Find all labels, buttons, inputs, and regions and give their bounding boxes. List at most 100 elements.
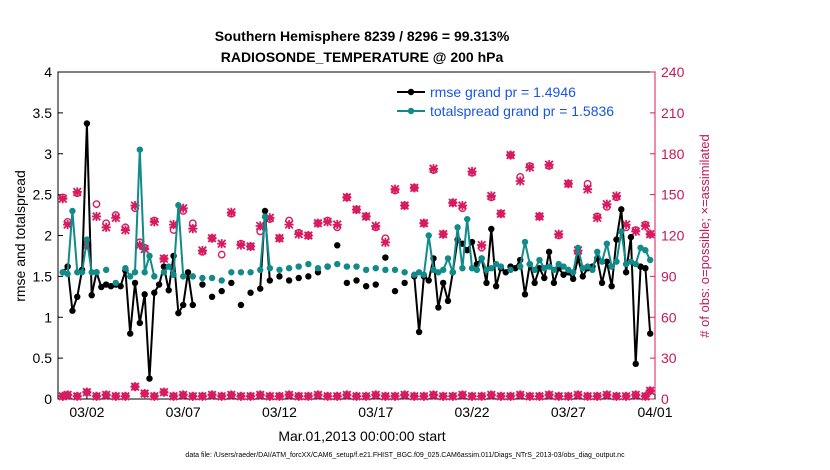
totalspread-point: [305, 260, 312, 268]
totalspread-point: [247, 269, 254, 276]
totalspread-point: [189, 273, 197, 280]
obs-assimilated-marker: [457, 390, 467, 400]
rmse-point: [131, 279, 139, 287]
y-tick-label-left: 2: [44, 228, 52, 244]
rmse-point: [521, 291, 529, 298]
obs-assimilated-marker: [207, 233, 217, 243]
y-tick-label-right: 210: [661, 105, 685, 121]
obs-assimilated-marker: [611, 391, 622, 401]
obs-assimilated-marker: [72, 391, 82, 401]
obs-assimilated-marker: [554, 391, 564, 401]
totalspread-point: [353, 263, 360, 270]
rmse-point: [560, 271, 567, 278]
rmse-point: [83, 120, 91, 127]
y-tick-label-right: 30: [661, 350, 677, 366]
rmse-point: [334, 242, 341, 249]
obs-assimilated-marker: [63, 390, 73, 400]
totalspread-point: [521, 238, 529, 246]
obs-assimilated-marker: [294, 229, 304, 239]
obs-assimilated-marker: [400, 390, 410, 400]
obs-assimilated-marker: [583, 184, 593, 194]
rmse-point: [276, 273, 283, 280]
totalspread-point: [584, 263, 591, 270]
obs-assimilated-marker: [197, 245, 207, 256]
obs-assimilated-marker: [342, 390, 352, 400]
obs-assimilated-marker: [120, 391, 130, 401]
obs-assimilated-marker: [265, 213, 275, 223]
rmse-point: [488, 225, 495, 233]
obs-assimilated-marker: [448, 391, 458, 401]
x-tick-label: 03/17: [358, 404, 393, 420]
obs-assimilated-marker: [188, 224, 198, 234]
totalspread-point: [136, 146, 144, 153]
rmse-point: [285, 277, 293, 284]
totalspread-point: [78, 269, 86, 276]
totalspread-point: [574, 244, 582, 251]
obs-assimilated-marker: [496, 209, 506, 219]
obs-assimilated-marker: [645, 386, 655, 396]
obs-assimilated-marker: [63, 220, 73, 230]
plot-area: 0 0.5 1 1.5 2 2.5 3 3.5 4 0 30 60 90 120 150 180 210 240 0…: [33, 64, 685, 420]
totalspread-point: [151, 273, 158, 280]
legend-spread-marker: [407, 107, 415, 115]
y-tick-label-right: 90: [661, 268, 677, 284]
data-file-footnote: data file: /Users/raeder/DAI/ATM_forcXX/…: [185, 452, 625, 459]
rmse-point: [199, 281, 206, 288]
totalspread-point: [473, 266, 481, 274]
obs-assimilated-marker: [274, 233, 285, 243]
totalspread-point: [642, 247, 649, 254]
rmse-point: [627, 233, 635, 241]
rmse-point: [218, 287, 225, 295]
obs-assimilated-marker: [563, 391, 573, 401]
totalspread-point: [632, 260, 639, 268]
totalspread-point: [69, 207, 76, 215]
rmse-point: [642, 265, 649, 272]
totalspread-point: [589, 266, 596, 274]
obs-assimilated-marker: [332, 220, 342, 230]
totalspread-point: [627, 258, 635, 265]
totalspread-point: [228, 269, 235, 276]
rmse-point: [512, 265, 519, 272]
obs-assimilated-marker: [284, 220, 294, 230]
totalspread-point: [536, 256, 543, 264]
obs-assimilated-marker: [294, 391, 304, 401]
obs-assimilated-marker: [506, 391, 516, 401]
obs-assimilated-marker: [178, 203, 188, 213]
rmse-point: [117, 282, 124, 290]
y-tick-label-left: 3.5: [33, 105, 53, 121]
totalspread-point: [425, 232, 432, 239]
obs-assimilated-marker: [255, 390, 265, 400]
totalspread-point: [276, 266, 283, 274]
totalspread-point: [459, 265, 466, 272]
totalspread-point: [594, 248, 601, 256]
rmse-point: [362, 282, 370, 290]
totalspread-point: [131, 269, 139, 276]
obs-assimilated-marker: [621, 391, 631, 401]
obs-assimilated-marker: [149, 391, 159, 401]
y-axis-label-right: # of obs: o=possible; ×=assimilated: [697, 134, 712, 337]
obs-assimilated-marker: [371, 390, 381, 400]
totalspread-point: [218, 277, 225, 284]
obs-assimilated-marker: [486, 390, 496, 400]
totalspread-point: [324, 263, 331, 270]
totalspread-point: [334, 260, 341, 268]
rmse-point: [237, 301, 245, 309]
rmse-point: [545, 248, 553, 256]
obs-assimilated-marker: [168, 391, 179, 401]
rmse-point: [613, 236, 620, 243]
obs-assimilated-marker: [419, 391, 429, 401]
obs-assimilated-marker: [602, 199, 612, 209]
totalspread-point: [64, 270, 71, 278]
totalspread-point: [372, 265, 379, 272]
obs-assimilated-marker: [467, 391, 477, 401]
totalspread-point: [257, 266, 264, 274]
y-tick-label-right: 60: [661, 309, 677, 325]
y-tick-label-right: 0: [661, 391, 669, 407]
totalspread-point: [160, 269, 168, 276]
obs-assimilated-marker: [197, 391, 207, 401]
obs-assimilated-marker: [207, 390, 217, 400]
y-tick-label-left: 1.5: [33, 268, 53, 284]
obs-assimilated-marker: [313, 218, 323, 228]
obs-assimilated-marker: [534, 211, 545, 221]
obs-assimilated-marker: [226, 207, 236, 217]
